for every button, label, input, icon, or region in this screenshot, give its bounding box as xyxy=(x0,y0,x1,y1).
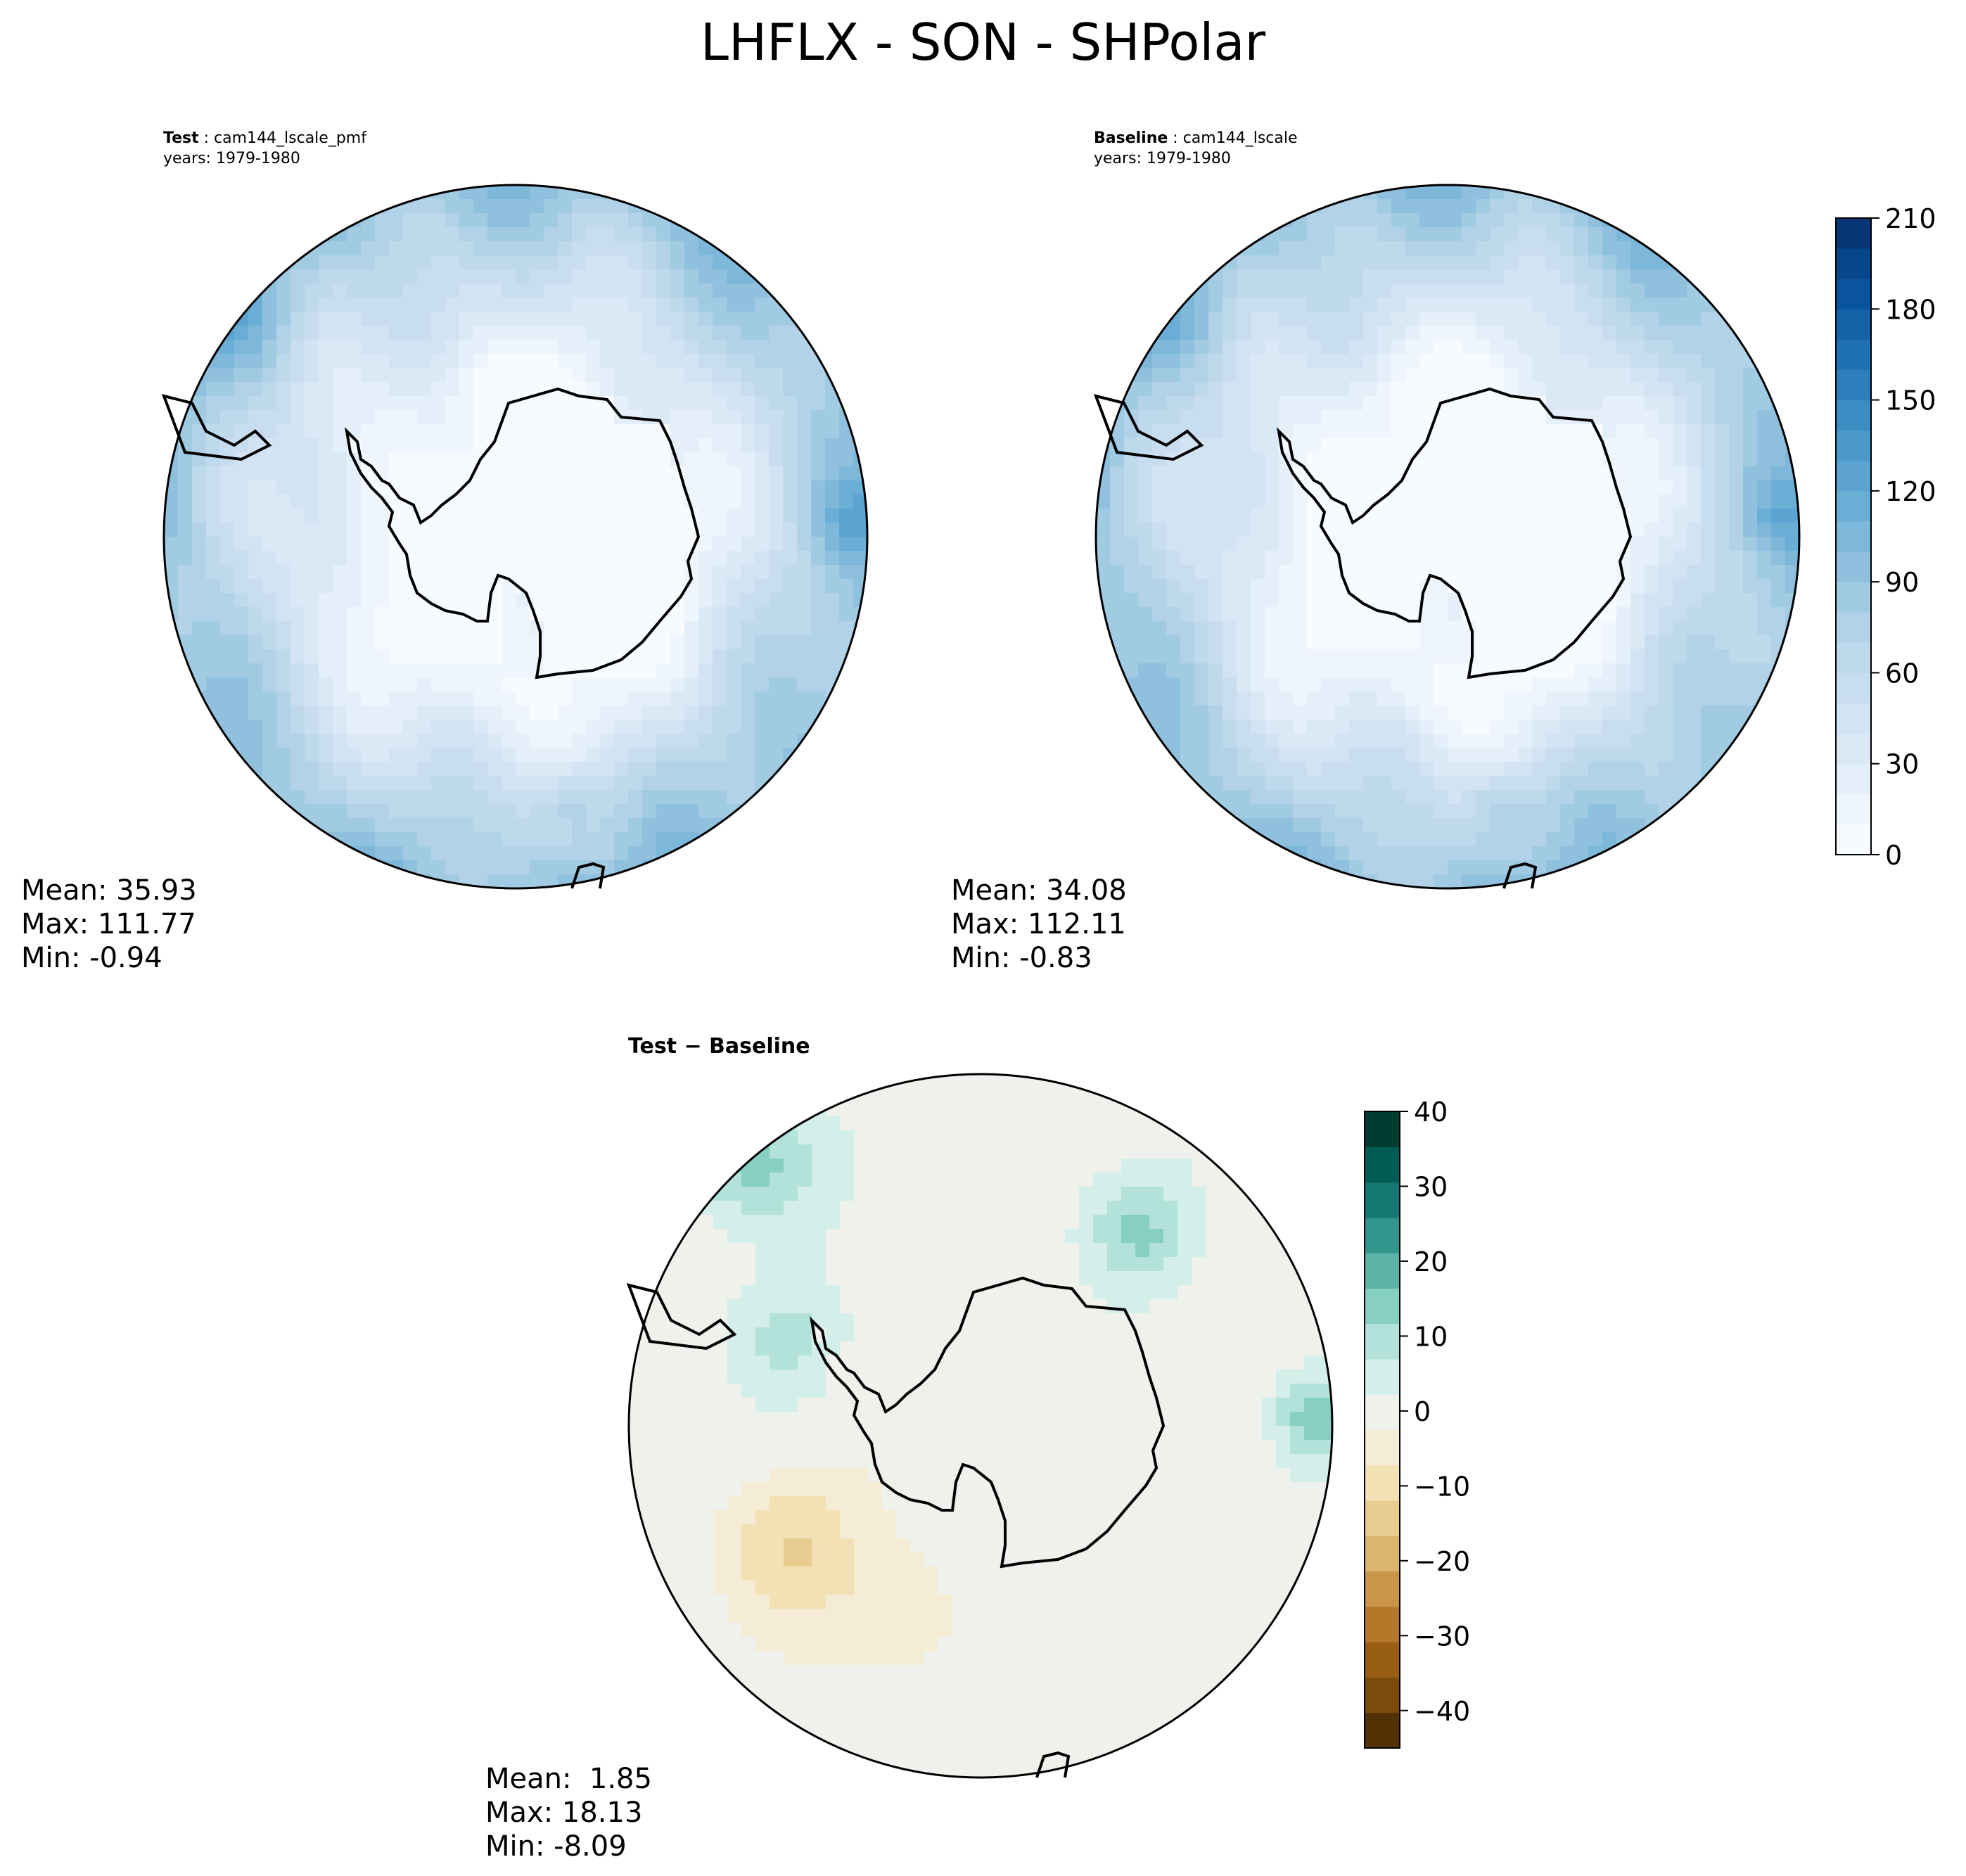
colorbar-swatch xyxy=(1365,1571,1400,1607)
colorbar-swatch xyxy=(1836,612,1871,643)
colorbar-tick-label: 30 xyxy=(1885,749,1919,780)
baseline-sep: : xyxy=(1168,129,1183,147)
colorbar-swatch xyxy=(1836,824,1871,855)
figure-title: LHFLX - SON - SHPolar xyxy=(700,13,1266,72)
colorbar-swatch xyxy=(1836,763,1871,795)
diff-max: Max: 18.13 xyxy=(485,1797,643,1829)
baseline-min: Min: -0.83 xyxy=(951,942,1092,974)
diff-stats: Mean: 1.85 Max: 18.13 Min: -8.09 xyxy=(485,1762,652,1863)
antarctica-coastline xyxy=(810,1276,1166,1569)
colorbar-swatch xyxy=(1836,460,1871,492)
colorbar-tick-label: 90 xyxy=(1885,567,1919,598)
diff-map xyxy=(626,1073,1334,1779)
colorbar-tick-label: 180 xyxy=(1885,294,1936,325)
colorbar-tick-label: 10 xyxy=(1414,1321,1448,1352)
test-map xyxy=(161,184,869,890)
south-america-coastline xyxy=(1093,394,1204,461)
diff-colorbar: 40 30 20 10 0 −10 −20 −30 −40 xyxy=(1364,1097,1470,1749)
colorbar-swatch xyxy=(1365,1465,1400,1501)
colorbar-swatch xyxy=(1836,793,1871,825)
south-america-coastline xyxy=(626,1283,737,1351)
colorbar-tick-label: 60 xyxy=(1885,658,1919,689)
colorbar-tick-label: 150 xyxy=(1885,385,1936,416)
colorbar-tick-label: 40 xyxy=(1414,1097,1448,1128)
diff-mean: Mean: 1.85 xyxy=(485,1763,652,1795)
colorbar-tick-label: −10 xyxy=(1414,1471,1470,1502)
baseline-stats: Mean: 34.08 Max: 112.11 Min: -0.83 xyxy=(951,874,1127,975)
test-label: Test xyxy=(163,129,199,147)
colorbar-swatch xyxy=(1836,279,1871,310)
colorbar-swatch xyxy=(1836,642,1871,673)
antarctica-coastline xyxy=(1277,387,1633,679)
main-colorbar: 0 30 60 90 120 150 180 210 xyxy=(1835,204,1936,871)
baseline-case-name: cam144_lscale xyxy=(1182,129,1298,147)
test-header: Test : cam144_lscale_pmf years: 1979-198… xyxy=(163,128,366,169)
test-case-name: cam144_lscale_pmf xyxy=(214,129,366,147)
colorbar-tick-label: 30 xyxy=(1414,1171,1448,1202)
map-boundary xyxy=(162,184,869,890)
colorbar-swatch xyxy=(1365,1182,1400,1218)
colorbar-swatch xyxy=(1365,1500,1400,1536)
baseline-mean: Mean: 34.08 xyxy=(951,874,1127,907)
baseline-map xyxy=(1093,184,1801,890)
baseline-years: years: 1979-1980 xyxy=(1094,150,1231,167)
diff-min: Min: -8.09 xyxy=(485,1830,627,1863)
test-sep: : xyxy=(198,129,215,147)
colorbar-tick-label: 0 xyxy=(1414,1396,1431,1427)
colorbar-swatch xyxy=(1365,1429,1400,1466)
test-mean: Mean: 35.93 xyxy=(21,874,197,907)
colorbar-swatch xyxy=(1836,521,1871,552)
colorbar-swatch xyxy=(1836,339,1871,370)
colorbar-swatch xyxy=(1365,1358,1400,1395)
colorbar-swatch xyxy=(1365,1253,1400,1289)
colorbar-tick-label: 20 xyxy=(1414,1246,1448,1277)
new-zealand-coastline xyxy=(570,862,606,889)
colorbar-swatch xyxy=(1836,369,1871,401)
colorbar-swatch xyxy=(1365,1536,1400,1572)
colorbar-tick-label: 0 xyxy=(1885,840,1902,871)
baseline-header: Baseline : cam144_lscale years: 1979-198… xyxy=(1094,128,1298,169)
colorbar-swatch xyxy=(1365,1606,1400,1642)
diff-header: Test − Baseline xyxy=(628,1034,810,1059)
test-min: Min: -0.94 xyxy=(21,942,162,974)
colorbar-swatch xyxy=(1365,1712,1400,1749)
colorbar-swatch xyxy=(1836,733,1871,765)
colorbar-swatch xyxy=(1836,248,1871,279)
baseline-label: Baseline xyxy=(1094,129,1168,147)
south-america-coastline xyxy=(161,394,272,461)
map-boundary xyxy=(627,1073,1334,1779)
map-boundary xyxy=(1094,184,1801,890)
colorbar-swatch xyxy=(1836,309,1871,340)
colorbar-swatch xyxy=(1836,400,1871,431)
new-zealand-coastline xyxy=(1035,1751,1071,1778)
colorbar-swatch xyxy=(1365,1147,1400,1183)
colorbar-swatch xyxy=(1365,1642,1400,1678)
colorbar-tick-label: −40 xyxy=(1414,1696,1470,1727)
new-zealand-coastline xyxy=(1502,862,1538,889)
colorbar-swatch xyxy=(1836,490,1871,522)
colorbar-swatch xyxy=(1836,430,1871,461)
colorbar-tick-label: 210 xyxy=(1885,204,1936,234)
colorbar-swatch xyxy=(1365,1677,1400,1714)
colorbar-swatch xyxy=(1365,1394,1400,1430)
colorbar-swatch xyxy=(1365,1288,1400,1325)
colorbar-swatch xyxy=(1836,582,1871,613)
colorbar-tick-label: −30 xyxy=(1414,1621,1470,1652)
colorbar-swatch xyxy=(1365,1217,1400,1253)
colorbar-tick-label: −20 xyxy=(1414,1546,1470,1577)
colorbar-swatch xyxy=(1365,1323,1400,1360)
antarctica-coastline xyxy=(345,387,701,679)
baseline-max: Max: 112.11 xyxy=(951,908,1126,940)
test-stats: Mean: 35.93 Max: 111.77 Min: -0.94 xyxy=(21,874,197,975)
colorbar-swatch xyxy=(1365,1111,1400,1147)
test-max: Max: 111.77 xyxy=(21,908,196,940)
test-years: years: 1979-1980 xyxy=(163,150,300,167)
colorbar-swatch xyxy=(1836,703,1871,734)
colorbar-swatch xyxy=(1836,551,1871,582)
colorbar-swatch xyxy=(1836,218,1871,249)
colorbar-swatch xyxy=(1836,672,1871,704)
colorbar-tick-label: 120 xyxy=(1885,476,1936,507)
